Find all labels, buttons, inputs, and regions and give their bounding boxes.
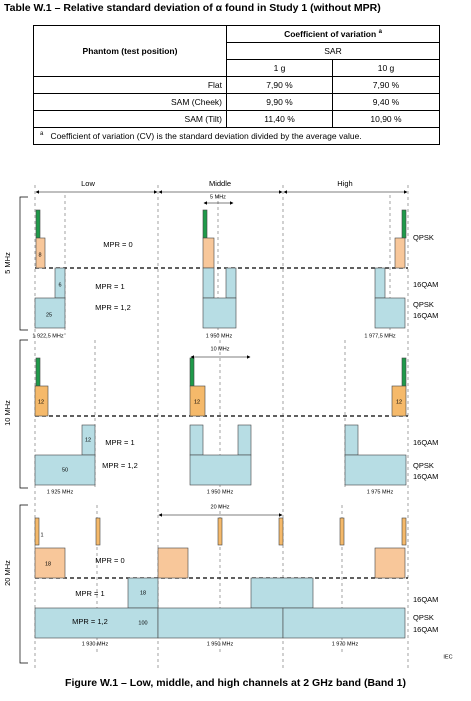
table-cell: SAM (Cheek)	[33, 93, 227, 111]
header-cell: SAR	[226, 42, 440, 60]
mpr-label: MPR = 1	[95, 282, 124, 291]
figure-caption: Figure W.1 – Low, middle, and high chann…	[65, 677, 406, 689]
modulation-label: 16QAM	[413, 280, 438, 289]
mpr-label: MPR = 1,2	[72, 617, 108, 626]
rb-label: 100	[138, 620, 147, 626]
modulation-label: 16QAM	[413, 595, 438, 604]
rb-label: 12	[194, 399, 200, 405]
rb-label: 25	[46, 312, 52, 318]
header-cell: 1 g	[226, 59, 333, 77]
rb-label: 8	[38, 252, 41, 258]
table-cell: 9,90 %	[226, 93, 333, 111]
mpr-label: MPR = 1	[75, 589, 104, 598]
mpr-label: MPR = 1,2	[95, 303, 131, 312]
footnote-ref: a	[378, 29, 382, 36]
spacing-label: 10 MHz	[211, 346, 230, 352]
spacing-label: 5 MHz	[210, 194, 226, 200]
modulation-label: QPSK	[413, 613, 434, 622]
modulation-label: 16QAM	[413, 472, 438, 481]
modulation-label: QPSK	[413, 233, 434, 242]
footnote: a Coefficient of variation (CV) is the s…	[33, 127, 440, 145]
frequency-label: 1 950 MHz	[207, 641, 234, 647]
footnote-mark: a	[40, 131, 44, 138]
spacing-label: 20 MHz	[211, 504, 230, 510]
rb-label: 18	[45, 561, 51, 567]
frequency-label: 1 977,5 MHz	[364, 333, 395, 339]
rb-blocks	[34, 209, 407, 639]
frequency-label: 1 930 MHz	[82, 641, 109, 647]
rb-label: 1	[40, 532, 43, 538]
figure: Low Middle High 5 MHz 5 MHz MPR = 0 MPR = 1 MPR…	[3, 179, 453, 670]
modulation-label: 16QAM	[413, 311, 438, 320]
header-cell: Coefficient of variation a	[226, 25, 440, 43]
frequency-label: 1 970 MHz	[332, 641, 359, 647]
rb-label: 18	[140, 590, 146, 596]
mpr-dividers	[35, 267, 408, 579]
rb-label: 12	[396, 399, 402, 405]
rb-label: 50	[62, 467, 68, 473]
header-cell: 10 g	[332, 59, 440, 77]
modulation-label: 16QAM	[413, 625, 438, 634]
source-label: IEC	[443, 654, 452, 660]
modulation-label: QPSK	[413, 300, 434, 309]
mpr-label: MPR = 1	[105, 438, 134, 447]
table-cell: 11,40 %	[226, 110, 333, 128]
table-cell: Flat	[33, 76, 227, 94]
mpr-label: MPR = 0	[95, 556, 124, 565]
rb-label: 6	[58, 282, 61, 288]
table-cell: SAM (Tilt)	[33, 110, 227, 128]
table-title: Table W.1 – Relative standard deviation …	[4, 2, 381, 14]
table-cell: 10,90 %	[332, 110, 440, 128]
channel-label: Low	[81, 179, 95, 188]
frequency-label: 1 922,5 MHz	[32, 333, 63, 339]
frequency-label: 1 950 MHz	[206, 333, 233, 339]
table-row: Flat 7,90 % 7,90 %	[33, 76, 440, 94]
spacing-arrows	[158, 201, 283, 517]
table-cell: 7,90 %	[226, 76, 333, 94]
panel-brackets	[19, 196, 28, 664]
channel-label: Middle	[209, 179, 231, 188]
table-cell: 7,90 %	[332, 76, 440, 94]
bandwidth-label: 10 MHz	[3, 400, 12, 426]
header-cell: Phantom (test position)	[33, 25, 227, 77]
bandwidth-label: 5 MHz	[3, 252, 12, 274]
table: Phantom (test position) Coefficient of v…	[33, 25, 440, 145]
frequency-label: 1 950 MHz	[207, 489, 234, 495]
mpr-label: MPR = 0	[103, 240, 132, 249]
mpr-label: MPR = 1,2	[102, 461, 138, 470]
table-row: SAM (Cheek) 9,90 % 9,40 %	[33, 93, 440, 111]
modulation-label: 16QAM	[413, 438, 438, 447]
frequency-label: 1 925 MHz	[47, 489, 74, 495]
modulation-label: QPSK	[413, 461, 434, 470]
table-cell: 9,40 %	[332, 93, 440, 111]
header-text: Coefficient of variation	[284, 29, 377, 39]
bandwidth-label: 20 MHz	[3, 560, 12, 586]
rb-label: 12	[38, 399, 44, 405]
channel-label: High	[337, 179, 352, 188]
rb-label: 12	[85, 437, 91, 443]
table-row: SAM (Tilt) 11,40 % 10,90 %	[33, 110, 440, 128]
footnote-text: Coefficient of variation (CV) is the sta…	[50, 131, 362, 141]
frequency-label: 1 975 MHz	[367, 489, 394, 495]
